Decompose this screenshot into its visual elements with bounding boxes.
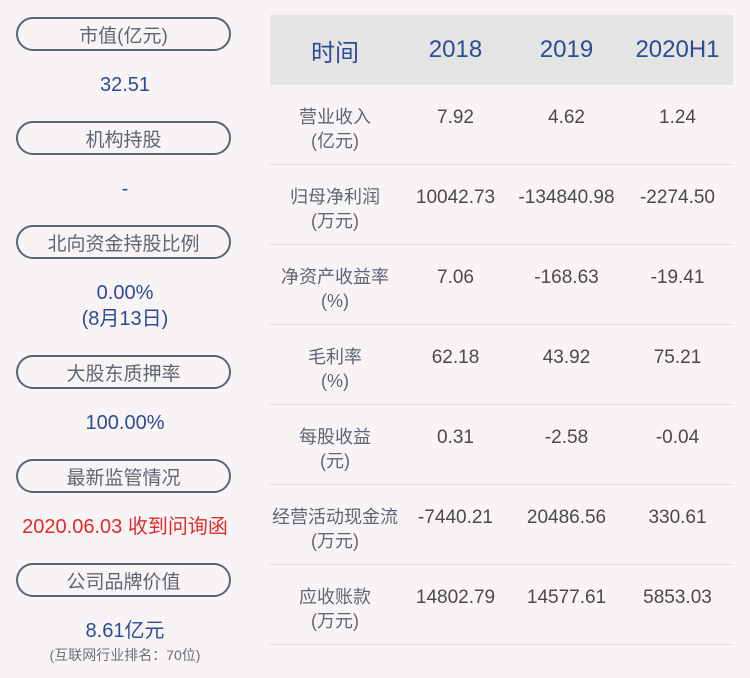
header-2018: 2018 [428,36,483,63]
row-unit: (%) [321,291,349,311]
row-unit: (万元) [311,611,359,631]
cell: 62.18 [431,347,480,368]
cell: 1.24 [659,107,696,128]
table-row: 归母净利润 (万元) 10042.73 -134840.98 -2274.50 [270,165,733,245]
table-header: 时间 2018 2019 2020H1 [270,15,733,85]
cell: 7.92 [437,107,474,128]
row-label: 归母净利润 [290,187,380,207]
cell: -2.58 [544,427,589,448]
cell: -19.41 [650,267,705,288]
header-2020h1: 2020H1 [635,36,720,63]
cell: -0.04 [655,427,700,448]
cell: 0.31 [437,427,474,448]
table-row: 每股收益 (元) 0.31 -2.58 -0.04 [270,405,733,485]
table-row: 经营活动现金流 (万元) -7440.21 20486.56 330.61 [270,485,733,565]
regulatory-status-value: 2020.06.03 收到问询函 [22,516,228,538]
cell: -2274.50 [639,187,715,208]
pledge-ratio-label: 大股东质押率 [16,355,231,389]
brand-value-label: 公司品牌价值 [16,563,231,597]
cell: 75.21 [653,347,702,368]
market-cap-value: 32.51 [99,74,151,96]
cell: -7440.21 [417,507,493,528]
northbound-holding-value: 0.00% [96,282,154,304]
regulatory-status-label: 最新监管情况 [16,459,231,493]
row-label: 每股收益 [299,427,371,447]
cell: -168.63 [534,267,599,288]
brand-value-value: 8.61亿元 [85,620,165,642]
row-unit: (元) [320,451,350,471]
cell: 43.92 [542,347,591,368]
cell: 4.62 [548,107,585,128]
table-row: 应收账款 (万元) 14802.79 14577.61 5853.03 [270,565,733,645]
table-row: 毛利率 (%) 62.18 43.92 75.21 [270,325,733,405]
cell: 5853.03 [643,587,712,608]
table-row: 净资产收益率 (%) 7.06 -168.63 -19.41 [270,245,733,325]
cell: -134840.98 [518,187,615,208]
cell: 14802.79 [415,587,496,608]
cell: 10042.73 [415,187,496,208]
row-label: 净资产收益率 [281,267,389,287]
cell: 330.61 [648,507,707,528]
row-label: 营业收入 [299,107,371,127]
cell: 7.06 [437,267,474,288]
row-unit: (万元) [311,531,359,551]
row-unit: (万元) [311,211,359,231]
financial-table: 时间 2018 2019 2020H1 营业收入 (亿元) 7.92 4.62 1… [270,15,733,645]
row-label: 应收账款 [299,587,371,607]
institutional-holding-value: - [121,178,129,200]
row-label: 经营活动现金流 [272,507,398,527]
cell: 14577.61 [526,587,607,608]
table-row: 营业收入 (亿元) 7.92 4.62 1.24 [270,85,733,165]
header-2019: 2019 [539,36,594,63]
institutional-holding-label: 机构持股 [16,121,231,155]
pledge-ratio-value: 100.00% [85,412,165,434]
northbound-holding-date: (8月13日) [81,308,169,330]
market-cap-label: 市值(亿元) [16,17,231,51]
northbound-holding-label: 北向资金持股比例 [16,225,231,259]
brand-value-ranking: (互联网行业排名：70位) [49,647,201,663]
cell: 20486.56 [526,507,607,528]
row-unit: (亿元) [311,131,359,151]
row-unit: (%) [321,371,349,391]
row-label: 毛利率 [308,347,362,367]
header-time: 时间 [311,39,359,67]
